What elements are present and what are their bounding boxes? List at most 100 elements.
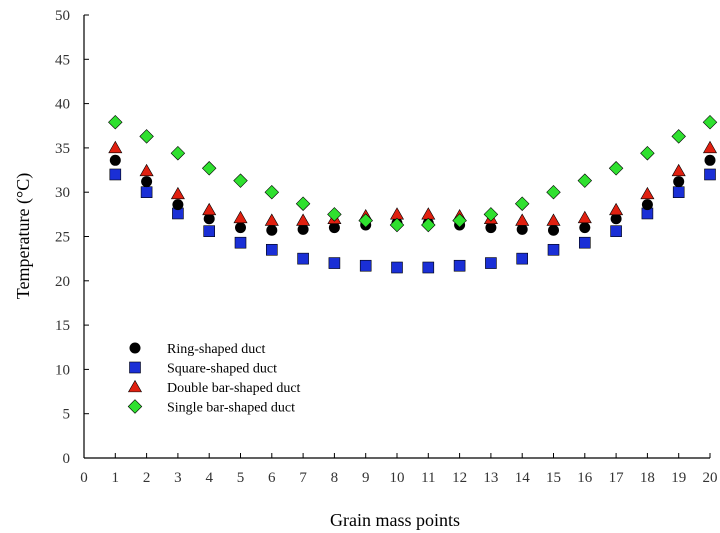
data-point <box>546 213 561 226</box>
data-point <box>640 145 655 161</box>
data-point <box>139 163 154 177</box>
data-point <box>609 202 624 216</box>
data-point <box>579 222 591 234</box>
legend-marker <box>129 361 141 374</box>
x-tick-label: 16 <box>577 470 593 486</box>
data-point <box>328 222 340 234</box>
data-point <box>295 196 311 211</box>
data-point <box>389 217 405 233</box>
data-point <box>266 224 278 236</box>
data-point <box>421 207 436 220</box>
x-tick-label: 15 <box>546 470 561 486</box>
x-axis-title: Grain mass points <box>330 510 460 530</box>
x-tick-label: 2 <box>143 470 151 486</box>
legend: Ring-shaped duct Square-shaped duct Double… <box>127 342 301 416</box>
y-axis-title: Temperature (°C) <box>13 173 34 299</box>
data-point <box>109 154 121 166</box>
data-point <box>610 213 622 225</box>
y-tick-label: 50 <box>55 8 70 24</box>
y-tick-label: 0 <box>63 451 71 467</box>
legend-marker <box>129 342 141 354</box>
data-point <box>108 114 123 130</box>
data-point <box>422 261 435 274</box>
data-point <box>577 210 592 224</box>
x-tick-label: 14 <box>515 470 531 486</box>
data-point <box>515 213 530 226</box>
data-point <box>201 161 217 176</box>
data-point <box>702 114 718 130</box>
data-point <box>516 252 529 265</box>
data-point <box>140 186 153 198</box>
data-point <box>671 163 686 177</box>
x-tick-label: 9 <box>362 470 370 486</box>
data-point <box>421 217 436 233</box>
data-point <box>235 222 246 234</box>
data-point <box>485 222 497 234</box>
legend-label: Double bar-shaped duct <box>167 381 301 396</box>
data-point <box>672 186 685 198</box>
data-point <box>391 261 403 274</box>
x-tick-label: 13 <box>483 470 498 486</box>
data-point <box>702 140 718 154</box>
data-point <box>704 154 716 166</box>
x-tick-label: 8 <box>331 470 339 486</box>
x-tick-label: 18 <box>640 470 655 486</box>
data-point <box>516 223 528 235</box>
data-point <box>141 176 153 188</box>
data-point <box>704 168 716 181</box>
x-tick-label: 3 <box>174 470 182 486</box>
data-point <box>203 225 215 237</box>
y-tick-label: 45 <box>55 52 70 68</box>
data-point <box>358 213 373 228</box>
x-tick-label: 1 <box>112 470 120 486</box>
data-point <box>548 224 559 236</box>
x-tick-label: 12 <box>452 470 467 486</box>
data-point <box>234 236 247 249</box>
data-point <box>610 225 622 237</box>
data-point <box>452 213 467 228</box>
data-point <box>483 207 499 222</box>
data-point <box>202 202 217 216</box>
legend-marker <box>127 379 143 393</box>
data-point <box>233 173 248 188</box>
data-point <box>139 129 154 144</box>
data-point <box>327 207 342 222</box>
data-point <box>264 213 279 226</box>
data-points <box>108 114 718 274</box>
y-tick-label: 35 <box>55 141 70 157</box>
data-point <box>108 140 123 154</box>
y-tick-label: 40 <box>55 97 70 113</box>
data-point <box>203 213 215 225</box>
data-point <box>297 223 309 235</box>
data-point <box>514 196 530 211</box>
data-point <box>673 176 685 188</box>
data-point <box>389 207 405 220</box>
x-tick-label: 19 <box>671 470 686 486</box>
y-tick-label: 25 <box>55 230 70 246</box>
x-tick-label: 5 <box>237 470 245 486</box>
data-point <box>109 168 122 181</box>
x-tick-label: 20 <box>703 470 718 486</box>
data-point <box>641 199 653 211</box>
legend-marker <box>127 399 143 414</box>
data-point <box>170 186 185 200</box>
data-point <box>265 243 278 256</box>
y-tick-label: 5 <box>63 407 71 423</box>
data-point <box>296 213 311 226</box>
data-point <box>297 252 309 265</box>
legend-label: Square-shaped duct <box>167 362 277 377</box>
x-tick-label: 0 <box>80 470 88 486</box>
data-point <box>328 257 341 269</box>
data-point <box>264 184 280 200</box>
data-point <box>608 161 624 176</box>
legend-label: Ring-shaped duct <box>167 342 265 357</box>
data-point <box>359 259 372 272</box>
data-point <box>671 129 686 144</box>
x-tick-label: 7 <box>299 470 307 486</box>
legend-label: Single bar-shaped duct <box>167 401 295 416</box>
data-point <box>170 145 186 161</box>
y-tick-label: 10 <box>55 362 70 378</box>
data-point <box>453 259 466 272</box>
